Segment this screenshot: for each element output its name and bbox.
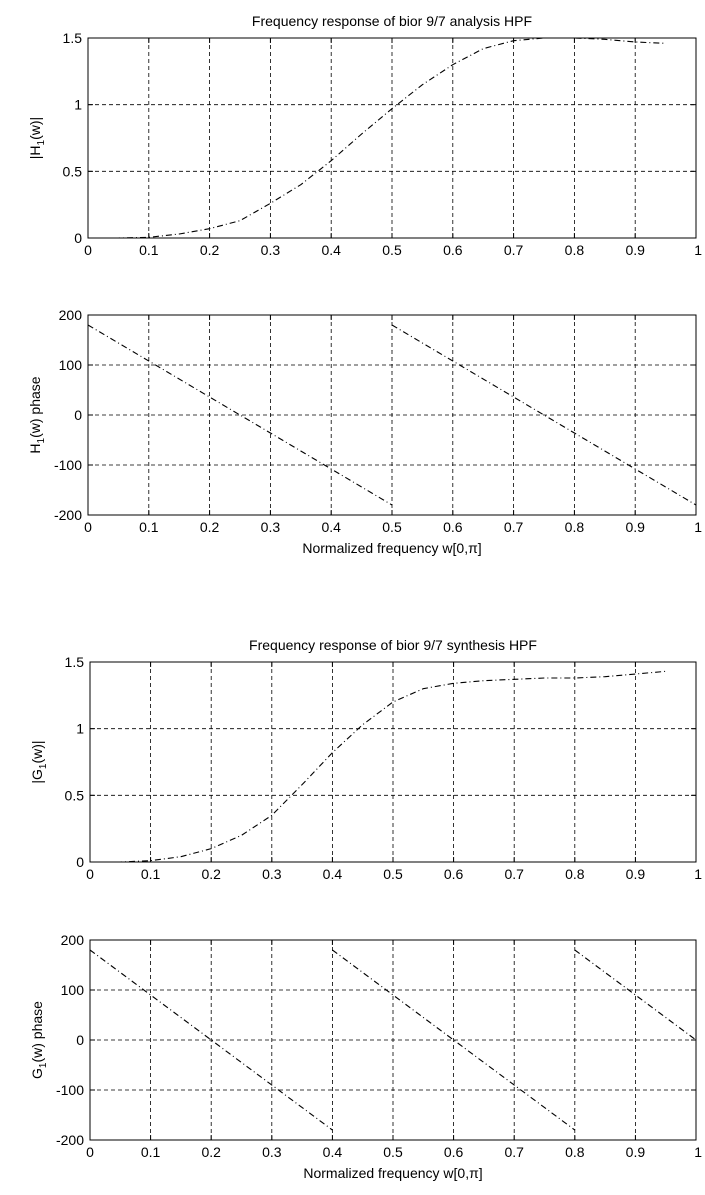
y-axis-label: |G1(w)| bbox=[29, 740, 49, 783]
y-axis-label-tail: (w)| bbox=[27, 117, 43, 140]
x-tick-label: 0.8 bbox=[565, 242, 585, 258]
x-axis-label: Normalized frequency w[0,π] bbox=[303, 1165, 482, 1181]
y-tick-label: 1 bbox=[76, 721, 84, 737]
y-tick-label: -100 bbox=[56, 1082, 84, 1098]
x-tick-label: 0.6 bbox=[443, 242, 463, 258]
x-tick-label: 0.3 bbox=[262, 1144, 282, 1160]
x-tick-label: 0.1 bbox=[139, 519, 159, 535]
x-tick-label: 0.3 bbox=[262, 866, 282, 882]
x-tick-label: 0.9 bbox=[625, 519, 645, 535]
x-tick-label: 0.9 bbox=[626, 1144, 646, 1160]
y-tick-label: 0 bbox=[74, 230, 82, 246]
y-tick-label: -200 bbox=[56, 1132, 84, 1148]
y-tick-label: 200 bbox=[61, 932, 85, 948]
y-axis-label: G1(w) phase bbox=[29, 1001, 49, 1079]
x-tick-label: 0.4 bbox=[323, 1144, 343, 1160]
chart-panel-1: 0 0.1 0.2 0.3 0.4 0.5 0.6 0.7 0.8 0.9 1 0 0.5 1 1.5 Fre… bbox=[27, 13, 702, 258]
x-tick-label: 0.3 bbox=[261, 519, 281, 535]
x-tick-label: 0.1 bbox=[141, 1144, 161, 1160]
x-tick-label: 0.6 bbox=[444, 1144, 464, 1160]
x-tick-label: 0.8 bbox=[565, 866, 585, 882]
x-tick-label: 0 bbox=[86, 1144, 94, 1160]
x-tick-label: 0 bbox=[84, 519, 92, 535]
y-axis-label-main: H bbox=[27, 443, 43, 453]
y-axis-label: H1(w) phase bbox=[27, 376, 47, 453]
x-tick-label: 0.9 bbox=[626, 866, 646, 882]
x-tick-label: 0.5 bbox=[383, 1144, 403, 1160]
x-tick-label: 0.7 bbox=[504, 866, 524, 882]
x-tick-label: 0.8 bbox=[565, 519, 585, 535]
y-axis-label-tail: (w) phase bbox=[27, 376, 43, 438]
y-axis-label-main: G bbox=[29, 1068, 45, 1079]
y-axis-label-tail: (w) phase bbox=[29, 1001, 45, 1063]
magnitude-curve bbox=[90, 670, 666, 863]
y-tick-label: 0.5 bbox=[65, 787, 85, 803]
magnitude-curve bbox=[88, 37, 666, 239]
y-tick-label: -200 bbox=[54, 507, 82, 523]
x-tick-label: 1 bbox=[694, 519, 702, 535]
y-axis-label-tail: (w)| bbox=[29, 740, 45, 763]
x-tick-label: 0.1 bbox=[139, 242, 159, 258]
x-tick-label: 0.8 bbox=[565, 1144, 585, 1160]
x-tick-label: 0.2 bbox=[201, 1144, 221, 1160]
phase-segment-2 bbox=[332, 949, 576, 1131]
y-tick-label: 1 bbox=[74, 97, 82, 113]
x-tick-label: 0.1 bbox=[141, 866, 161, 882]
x-tick-label: 1 bbox=[694, 866, 702, 882]
x-tick-label: 1 bbox=[694, 1144, 702, 1160]
chart-title: Frequency response of bior 9/7 synthesis… bbox=[249, 637, 537, 653]
x-tick-label: 0.2 bbox=[201, 866, 221, 882]
x-tick-label: 0.7 bbox=[504, 242, 524, 258]
x-tick-label: 0.2 bbox=[200, 519, 220, 535]
y-axis-label-main: |G bbox=[29, 769, 45, 784]
y-tick-label: 100 bbox=[61, 982, 85, 998]
y-tick-label: -100 bbox=[54, 457, 82, 473]
x-tick-label: 0.9 bbox=[625, 242, 645, 258]
x-tick-label: 0.4 bbox=[321, 519, 341, 535]
x-tick-label: 0.5 bbox=[382, 519, 402, 535]
chart-panel-2: 0 0.1 0.2 0.3 0.4 0.5 0.6 0.7 0.8 0.9 1 -200 -100 0 10… bbox=[27, 307, 702, 556]
y-axis-label: |H1(w)| bbox=[27, 117, 47, 159]
chart-panel-4: 0 0.1 0.2 0.3 0.4 0.5 0.6 0.7 0.8 0.9 1 -200 -100 0 10… bbox=[29, 932, 702, 1181]
x-tick-label: 0.6 bbox=[444, 866, 464, 882]
y-axis-label-main: |H bbox=[27, 145, 43, 159]
x-tick-label: 0.7 bbox=[504, 519, 524, 535]
y-tick-label: 0 bbox=[76, 1032, 84, 1048]
x-tick-label: 0.7 bbox=[504, 1144, 524, 1160]
y-tick-label: 0.5 bbox=[63, 163, 83, 179]
x-axis-label: Normalized frequency w[0,π] bbox=[302, 540, 481, 556]
x-tick-label: 0.4 bbox=[323, 866, 343, 882]
chart-title: Frequency response of bior 9/7 analysis … bbox=[252, 13, 532, 29]
y-axis-label-subscript: 1 bbox=[36, 139, 47, 145]
x-tick-label: 0 bbox=[84, 242, 92, 258]
x-tick-label: 0.2 bbox=[200, 242, 220, 258]
x-tick-label: 0 bbox=[86, 866, 94, 882]
y-tick-label: 0 bbox=[76, 854, 84, 870]
x-tick-label: 0.5 bbox=[382, 242, 402, 258]
y-axis-label-subscript: 1 bbox=[38, 763, 49, 769]
x-tick-label: 1 bbox=[694, 242, 702, 258]
x-tick-label: 0.3 bbox=[261, 242, 281, 258]
y-tick-label: 100 bbox=[59, 357, 83, 373]
chart-panel-3: 0 0.1 0.2 0.3 0.4 0.5 0.6 0.7 0.8 0.9 1 0 0.5 1 1.5 Fre… bbox=[29, 637, 702, 882]
y-axis-label-subscript: 1 bbox=[38, 1062, 49, 1068]
x-tick-label: 0.6 bbox=[443, 519, 463, 535]
x-tick-label: 0.4 bbox=[321, 242, 341, 258]
phase-segment-1 bbox=[89, 949, 333, 1131]
y-tick-label: 0 bbox=[74, 407, 82, 423]
x-tick-label: 0.5 bbox=[383, 866, 403, 882]
y-tick-label: 1.5 bbox=[65, 654, 85, 670]
y-tick-label: 1.5 bbox=[63, 30, 83, 46]
y-axis-label-subscript: 1 bbox=[36, 437, 47, 443]
y-tick-label: 200 bbox=[59, 307, 83, 323]
